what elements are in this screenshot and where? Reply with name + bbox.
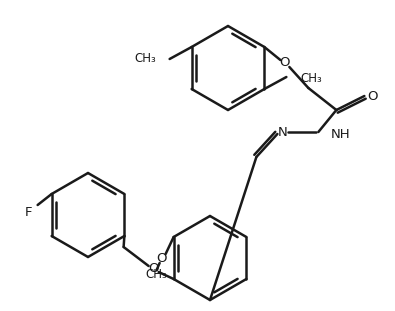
Text: O: O bbox=[149, 262, 159, 276]
Text: N: N bbox=[278, 126, 287, 138]
Text: O: O bbox=[156, 253, 167, 266]
Text: CH₃: CH₃ bbox=[146, 268, 167, 281]
Text: CH₃: CH₃ bbox=[300, 72, 322, 85]
Text: F: F bbox=[25, 206, 32, 219]
Text: O: O bbox=[367, 90, 378, 103]
Text: O: O bbox=[279, 57, 290, 69]
Text: NH: NH bbox=[330, 128, 350, 142]
Text: CH₃: CH₃ bbox=[134, 52, 156, 64]
